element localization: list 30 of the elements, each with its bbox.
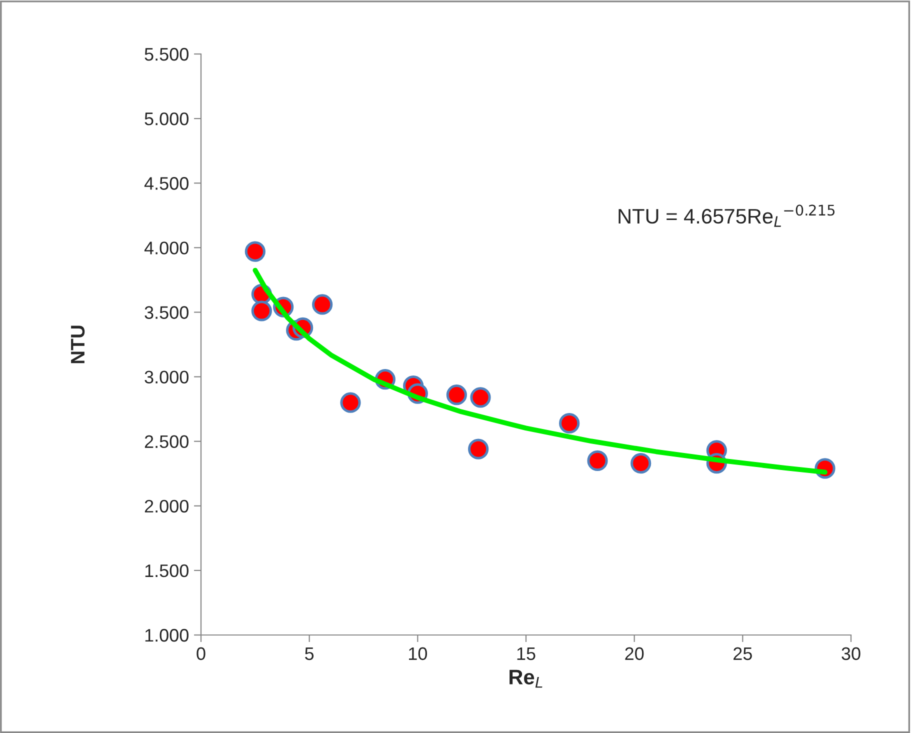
y-tick-label: 2.500	[144, 435, 188, 448]
y-tick-label: 5.000	[144, 112, 188, 126]
point	[312, 294, 333, 315]
point	[340, 392, 361, 413]
point	[244, 241, 266, 262]
y-tick-label: 4.500	[144, 177, 188, 190]
x-axis-title: Re$_{L}$	[510, 670, 542, 688]
point	[470, 387, 491, 408]
point	[251, 300, 272, 322]
point	[587, 450, 608, 472]
x-tick-label: 20	[625, 647, 644, 660]
x-tick-label: 0	[196, 647, 206, 660]
annotation: NTU = 4.6575Re$_{L}$$^{−0.215}$	[618, 204, 835, 227]
y-tick-label: 5.500	[144, 48, 188, 61]
x-tick-label: 5	[305, 647, 314, 660]
x-tick-label: 30	[842, 647, 860, 660]
y-tick-label: 1.500	[145, 564, 188, 578]
point	[468, 438, 489, 460]
point	[446, 384, 467, 406]
x-tick-label: 25	[734, 647, 752, 660]
y-tick-label: 4.000	[144, 242, 188, 254]
x-tick-label: 10	[409, 647, 428, 660]
point	[630, 452, 652, 474]
y-tick-label: 3.000	[144, 370, 188, 384]
point	[559, 412, 580, 434]
y-tick-label: 1.000	[145, 628, 188, 642]
y-axis-title: NTU	[71, 326, 85, 364]
y-tick-label: 2.000	[144, 500, 188, 513]
x-tick-label: 15	[517, 647, 536, 660]
y-tick-label: 3.500	[144, 306, 188, 319]
